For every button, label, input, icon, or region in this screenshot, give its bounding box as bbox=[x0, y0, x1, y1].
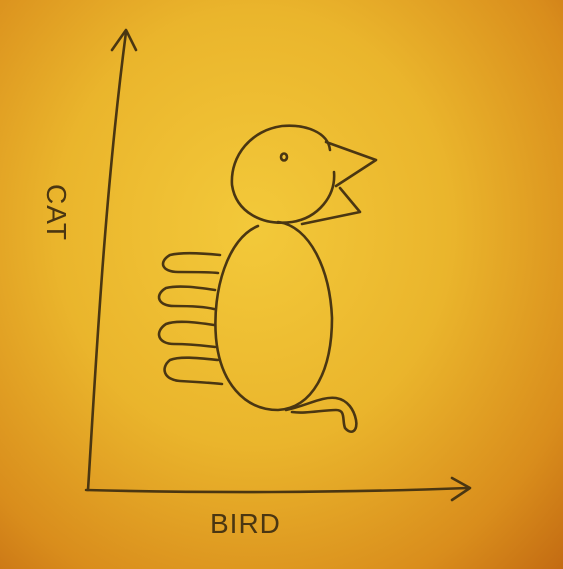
x-axis-line bbox=[84, 486, 470, 494]
y-axis-line bbox=[86, 30, 128, 492]
x-axis-label: BIRD bbox=[210, 508, 281, 539]
leg-1 bbox=[161, 251, 222, 275]
x-axis bbox=[84, 476, 472, 502]
y-axis-label: CAT bbox=[41, 184, 72, 241]
cat-bird-hybrid-icon bbox=[157, 124, 378, 433]
body bbox=[214, 220, 334, 412]
x-axis-arrowhead bbox=[450, 476, 472, 502]
leg-3 bbox=[157, 320, 217, 349]
y-axis-arrowhead bbox=[110, 28, 138, 52]
leg-2 bbox=[157, 285, 217, 311]
y-axis bbox=[86, 28, 138, 492]
eye bbox=[279, 152, 289, 162]
leg-4 bbox=[163, 356, 224, 386]
beak-lower bbox=[300, 186, 362, 226]
tail bbox=[284, 396, 358, 433]
beak-upper bbox=[324, 140, 378, 188]
head bbox=[230, 124, 336, 224]
